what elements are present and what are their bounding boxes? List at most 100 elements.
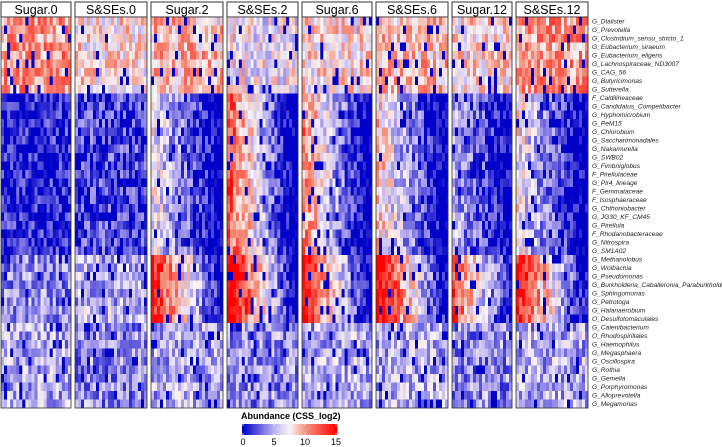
heatmap-cell — [132, 297, 136, 307]
heatmap-cell — [93, 212, 97, 222]
heatmap-cell — [280, 102, 284, 111]
heatmap-cell — [289, 357, 293, 366]
heatmap-cell — [43, 272, 47, 281]
heatmap-cell — [193, 280, 197, 290]
heatmap-cell — [178, 195, 182, 205]
heatmap-cell — [211, 374, 215, 383]
heatmap-cell — [283, 221, 287, 230]
heatmap-cell — [43, 119, 47, 128]
heatmap-cell — [34, 59, 38, 69]
heatmap-cell — [302, 204, 306, 213]
heatmap-cell — [102, 51, 106, 60]
heatmap-cell — [169, 187, 173, 196]
heatmap-cell — [144, 17, 148, 26]
heatmap-cell — [43, 144, 47, 154]
heatmap-cell — [157, 51, 161, 60]
heatmap-cell — [196, 382, 200, 392]
heatmap-cell — [49, 280, 54, 290]
heatmap-cell — [262, 127, 266, 137]
heatmap-cell — [274, 331, 278, 341]
heatmap-cell — [187, 34, 191, 43]
heatmap-cell — [58, 365, 63, 375]
heatmap-cell — [305, 59, 309, 69]
heatmap-cell — [172, 170, 176, 179]
heatmap-cell — [144, 382, 148, 392]
heatmap-cell — [350, 170, 355, 179]
heatmap-cell — [202, 144, 206, 154]
heatmap-cell — [323, 178, 327, 188]
heatmap-cell — [96, 246, 100, 256]
heatmap-cell — [250, 306, 254, 315]
heatmap-cell — [78, 153, 82, 162]
heatmap-cell — [283, 119, 287, 128]
heatmap-cell — [247, 51, 251, 60]
heatmap-cell — [196, 76, 200, 86]
heatmap-cell — [160, 195, 164, 205]
heatmap-cell — [96, 357, 100, 366]
heatmap-cell — [13, 323, 17, 332]
heatmap-cell — [138, 340, 142, 349]
heatmap-cell — [99, 314, 103, 324]
heatmap-cell — [96, 348, 100, 358]
heatmap-cell — [274, 59, 278, 69]
heatmap-cell — [117, 187, 121, 196]
heatmap-cell — [169, 314, 173, 324]
heatmap-cell — [105, 144, 109, 154]
heatmap-cell — [172, 212, 176, 222]
heatmap-cell — [64, 161, 69, 171]
heatmap-cell — [123, 178, 127, 188]
heatmap-cell — [232, 161, 237, 171]
heatmap-cell — [120, 229, 124, 239]
heatmap-cell — [259, 238, 263, 247]
heatmap-cell — [280, 255, 284, 264]
heatmap-cell — [34, 85, 38, 94]
heatmap-cell — [220, 314, 224, 324]
heatmap-cell — [241, 17, 246, 26]
heatmap-cell — [93, 314, 97, 324]
heatmap-cell — [286, 144, 290, 154]
heatmap-cell — [178, 221, 182, 230]
heatmap-cell — [1, 357, 5, 366]
heatmap-cell — [196, 42, 200, 52]
heatmap-cell — [199, 178, 203, 188]
heatmap-cell — [302, 153, 306, 162]
heatmap-cell — [87, 246, 91, 256]
heatmap-cell — [193, 331, 197, 341]
heatmap-cell — [250, 119, 254, 128]
heatmap-cell — [229, 331, 234, 341]
heatmap-cell — [305, 25, 309, 35]
heatmap-cell — [196, 323, 200, 332]
heatmap-cell — [96, 195, 100, 205]
heatmap-cell — [265, 25, 269, 35]
heatmap-cell — [166, 195, 170, 205]
heatmap-cell — [280, 357, 284, 366]
heatmap-cell — [37, 17, 41, 26]
heatmap-cell — [347, 42, 351, 52]
heatmap-cell — [55, 212, 60, 222]
heatmap-cell — [4, 178, 8, 188]
heatmap-cell — [289, 382, 293, 392]
heatmap-cell — [220, 68, 224, 77]
heatmap-cell — [96, 382, 100, 392]
heatmap-cell — [19, 68, 23, 77]
heatmap-cell — [344, 119, 348, 128]
heatmap-cell — [214, 178, 218, 188]
heatmap-cell — [359, 144, 364, 154]
heatmap-cell — [335, 110, 339, 120]
heatmap-cell — [253, 170, 257, 179]
heatmap-cell — [323, 119, 327, 128]
heatmap-cell — [13, 127, 17, 137]
heatmap-cell — [178, 17, 182, 26]
heatmap-cell — [187, 238, 191, 247]
heatmap-cell — [329, 85, 333, 94]
heatmap-cell — [163, 391, 167, 400]
heatmap-cell — [160, 161, 164, 171]
heatmap-cell — [205, 136, 209, 145]
heatmap-cell — [111, 170, 115, 179]
heatmap-cell — [90, 51, 94, 60]
heatmap-cell — [166, 289, 170, 298]
heatmap-cell — [208, 42, 212, 52]
heatmap-cell — [64, 289, 69, 298]
heatmap-cell — [229, 195, 234, 205]
heatmap-cell — [16, 399, 20, 409]
